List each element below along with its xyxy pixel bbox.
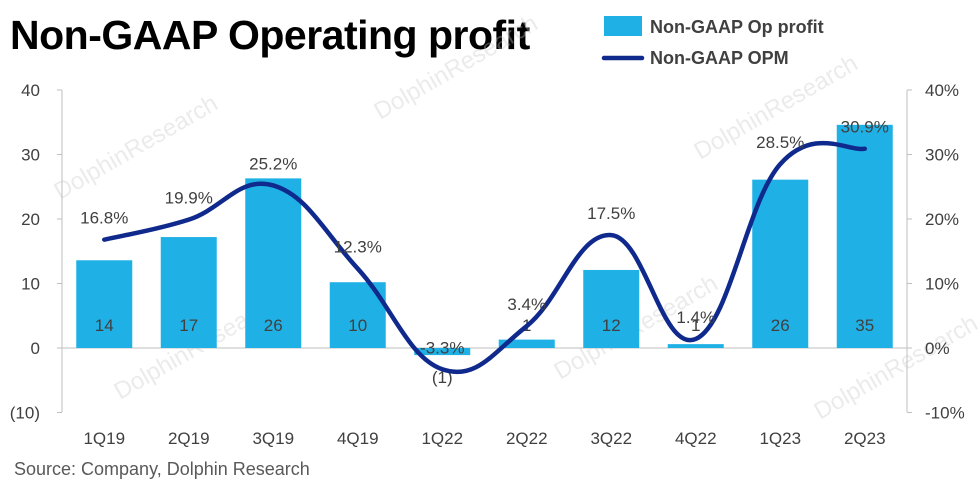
bar <box>160 237 217 348</box>
bar-value-label: 10 <box>348 316 367 335</box>
left-tick-label: 10 <box>21 275 40 294</box>
bar-value-label: 26 <box>771 316 790 335</box>
right-tick-label: 20% <box>925 210 959 229</box>
bar-value-label: 17 <box>179 316 198 335</box>
opm-value-label: 1.4% <box>676 308 715 327</box>
bar <box>498 339 555 348</box>
left-tick-label: (10) <box>10 404 40 423</box>
opm-value-label: 19.9% <box>165 189 213 208</box>
opm-value-label: 25.2% <box>249 154 297 173</box>
category-label: 4Q22 <box>675 429 717 448</box>
opm-value-label: 12.3% <box>334 238 382 257</box>
bar <box>752 179 809 348</box>
left-tick-label: 20 <box>21 210 40 229</box>
category-label: 2Q22 <box>506 429 548 448</box>
right-tick-label: -10% <box>925 404 965 423</box>
category-label: 2Q23 <box>844 429 886 448</box>
opm-value-label: 16.8% <box>80 209 128 228</box>
source-note: Source: Company, Dolphin Research <box>14 459 310 479</box>
left-tick-label: 30 <box>21 146 40 165</box>
category-label: 3Q19 <box>252 429 294 448</box>
left-tick-label: 40 <box>21 81 40 100</box>
left-tick-label: 0 <box>31 339 40 358</box>
category-label: 1Q22 <box>421 429 463 448</box>
opm-value-label: -3.3% <box>420 338 464 357</box>
bar <box>76 260 133 348</box>
right-tick-label: 10% <box>925 275 959 294</box>
bar <box>667 344 724 348</box>
opm-value-label: 17.5% <box>587 204 635 223</box>
bar <box>245 178 302 348</box>
legend-line-label: Non-GAAP OPM <box>650 48 789 68</box>
opm-value-label: 28.5% <box>756 133 804 152</box>
category-label: 2Q19 <box>168 429 210 448</box>
category-label: 1Q23 <box>759 429 801 448</box>
legend-bar-swatch <box>604 16 642 36</box>
opm-value-label: 3.4% <box>507 295 546 314</box>
opm-value-label: 30.9% <box>841 118 889 137</box>
bar-value-label: 1 <box>691 316 700 335</box>
bar-value-label: 14 <box>95 316 114 335</box>
bar-value-label: 35 <box>855 316 874 335</box>
bar <box>583 269 640 348</box>
right-tick-label: 30% <box>925 146 959 165</box>
chart-title: Non-GAAP Operating profit <box>10 12 530 58</box>
category-label: 1Q19 <box>83 429 125 448</box>
watermark-text: DolphinResearch <box>370 10 543 125</box>
bar <box>414 348 471 356</box>
bar-value-label: 26 <box>264 316 283 335</box>
right-tick-label: 40% <box>925 81 959 100</box>
category-label: 4Q19 <box>337 429 379 448</box>
legend-bar-label: Non-GAAP Op profit <box>650 17 824 37</box>
category-label: 3Q22 <box>590 429 632 448</box>
bar <box>836 124 893 348</box>
bar-value-label: 12 <box>602 316 621 335</box>
opm-line <box>102 140 867 375</box>
right-tick-label: 0% <box>925 339 950 358</box>
